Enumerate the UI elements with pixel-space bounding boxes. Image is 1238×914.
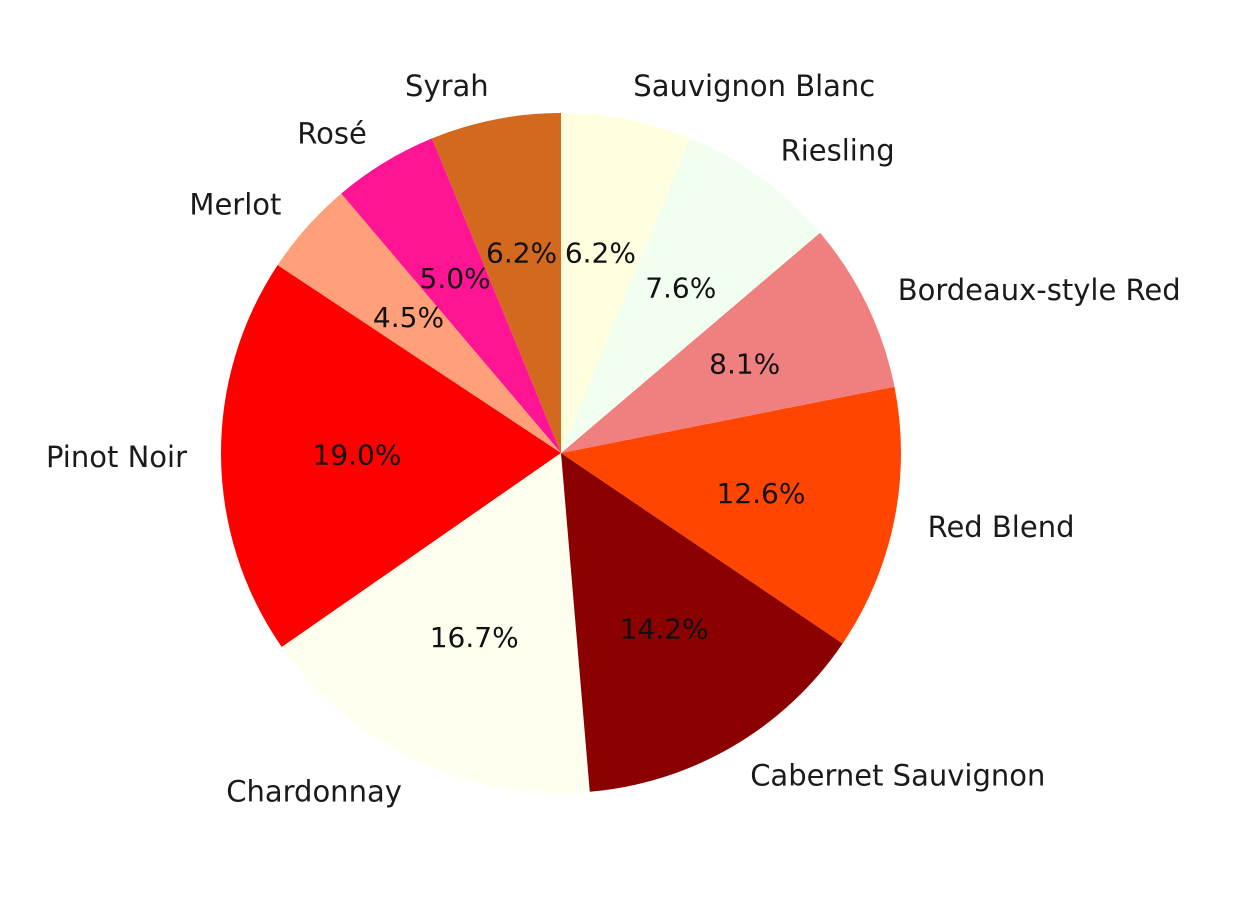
pie-percentage-labels: 6.2%5.0%4.5%19.0%16.7% 14.2%12.6%8.1%7.6%…	[313, 236, 806, 654]
pct-label-pinot-noir: 19.0%	[313, 439, 402, 472]
category-label-bordeaux-style-red: Bordeaux-style Red	[898, 273, 1181, 307]
category-label-merlot: Merlot	[189, 188, 281, 222]
pie-slice-cabernet-sauvignon	[561, 453, 843, 792]
pct-label-red-blend: 12.6%	[717, 477, 806, 510]
pie-slice-rose	[341, 138, 561, 454]
pct-label-merlot: 4.5%	[373, 301, 444, 334]
category-label-pinot-noir: Pinot Noir	[46, 440, 187, 474]
pie-slice-sauvignon-blanc	[561, 113, 690, 453]
category-label-riesling: Riesling	[781, 133, 895, 167]
category-label-chardonnay: Chardonnay	[226, 775, 402, 809]
pie-slice-riesling	[561, 138, 821, 454]
category-label-syrah: Syrah	[405, 69, 489, 103]
category-label-sauvignon-blanc: Sauvignon Blanc	[633, 69, 875, 103]
pie-slice-bordeaux-style-red	[561, 232, 895, 453]
pct-label-sauvignon-blanc: 6.2%	[565, 236, 636, 269]
pie-category-labels: Syrah Rosé Merlot Pinot Noir Chardonnay Caber…	[46, 69, 1181, 808]
category-label-rose: Rosé	[297, 116, 367, 150]
pct-label-bordeaux-style-red: 8.1%	[709, 348, 780, 381]
category-label-cabernet-sauvignon: Cabernet Sauvignon	[750, 759, 1045, 793]
pie-slice-pinot-noir	[220, 265, 561, 648]
pct-label-cabernet-sauvignon: 14.2%	[620, 613, 709, 646]
pct-label-chardonnay: 16.7%	[430, 621, 519, 654]
category-label-red-blend: Red Blend	[928, 510, 1075, 544]
pie-slice-chardonnay	[281, 453, 590, 794]
pie-slices	[220, 113, 902, 794]
pct-label-rose: 5.0%	[420, 262, 491, 295]
pie-slice-syrah	[432, 113, 561, 453]
pie-slice-merlot	[277, 193, 561, 454]
pct-label-riesling: 7.6%	[645, 271, 716, 304]
pie-slice-red-blend	[561, 386, 902, 644]
pct-label-syrah: 6.2%	[486, 236, 557, 269]
